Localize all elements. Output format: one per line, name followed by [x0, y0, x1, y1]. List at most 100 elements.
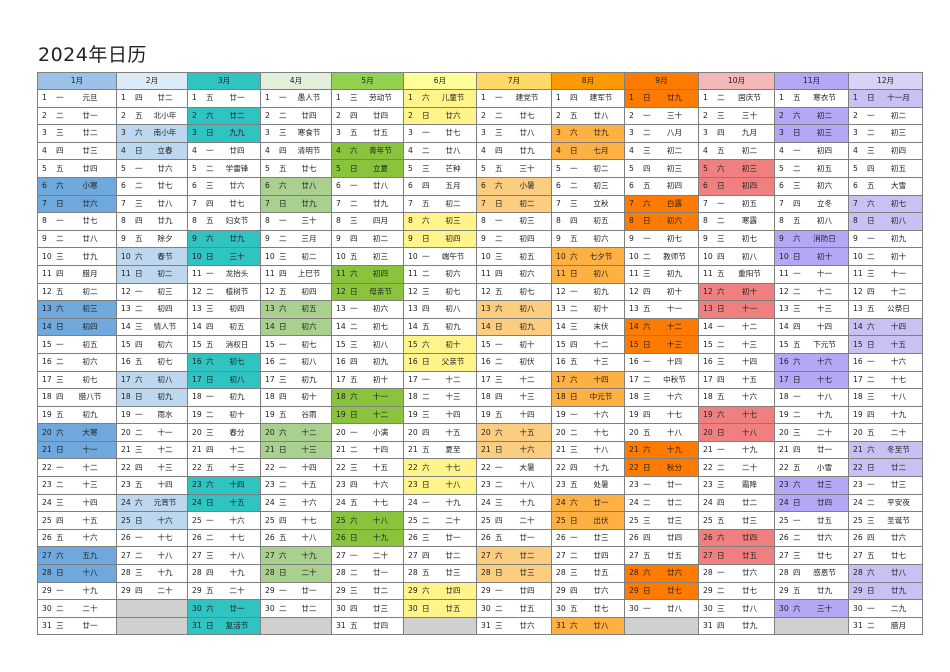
day-cell[interactable]: 14 五初九: [403, 317, 477, 337]
day-cell[interactable]: 3 日初三: [774, 124, 849, 143]
day-cell[interactable]: 3 二八月: [624, 124, 699, 143]
day-cell[interactable]: 17 四十五: [698, 370, 775, 390]
day-cell[interactable]: 16 二初八: [260, 352, 332, 372]
day-cell[interactable]: 21 一十九: [698, 440, 775, 460]
day-cell[interactable]: 4 二廿八: [403, 141, 477, 161]
day-cell[interactable]: 11 四初六: [476, 264, 552, 284]
day-cell[interactable]: 14 日初九: [476, 317, 552, 337]
day-cell[interactable]: 4 四清明节: [260, 141, 332, 161]
day-cell[interactable]: 17 三初七: [37, 370, 117, 390]
day-cell[interactable]: 4 日立春: [116, 141, 188, 161]
day-cell[interactable]: 24 一十九: [403, 493, 477, 513]
day-cell[interactable]: 14 日初四: [37, 317, 117, 337]
day-cell[interactable]: 28 一廿六: [698, 564, 775, 583]
day-cell[interactable]: 11 一龙抬头: [187, 264, 261, 284]
day-cell[interactable]: 6 一廿八: [331, 176, 404, 196]
day-cell[interactable]: 22 四十九: [551, 458, 625, 478]
day-cell[interactable]: 14 三末伏: [551, 317, 625, 337]
day-cell[interactable]: 7 四廿七: [187, 194, 261, 214]
day-cell[interactable]: 6 五大雪: [848, 176, 923, 196]
day-cell[interactable]: 9 一初九: [848, 229, 923, 249]
day-cell[interactable]: 2 三三十: [698, 106, 775, 126]
day-cell[interactable]: 29 六廿四: [403, 581, 477, 601]
day-cell[interactable]: 16 日父亲节: [403, 352, 477, 372]
day-cell[interactable]: 23 日十八: [403, 476, 477, 495]
day-cell[interactable]: 19 三十四: [403, 405, 477, 425]
day-cell[interactable]: 19 五初九: [37, 405, 117, 425]
day-cell[interactable]: 2 二廿一: [37, 106, 117, 126]
day-cell[interactable]: 14 六十二: [624, 317, 699, 337]
day-cell[interactable]: 11 四上巳节: [260, 264, 332, 284]
day-cell[interactable]: 16 一十四: [624, 352, 699, 372]
day-cell[interactable]: 8 二寒露: [698, 212, 775, 231]
day-cell[interactable]: 11 五重阳节: [698, 264, 775, 284]
day-cell[interactable]: 22 五小雪: [774, 458, 849, 478]
day-cell[interactable]: 21 五夏至: [403, 440, 477, 460]
day-cell[interactable]: 29 四廿六: [551, 581, 625, 601]
day-cell[interactable]: 27 三十八: [187, 546, 261, 566]
day-cell[interactable]: 30 六三十: [774, 599, 849, 618]
day-cell[interactable]: 12 日母亲节: [331, 282, 404, 302]
day-cell[interactable]: 27 三廿七: [774, 546, 849, 566]
day-cell[interactable]: 30 二二十: [37, 599, 117, 618]
day-cell[interactable]: 28 日二十: [260, 564, 332, 583]
day-cell[interactable]: 19 一雨水: [116, 405, 188, 425]
day-cell[interactable]: 27 六十九: [260, 546, 332, 566]
day-cell[interactable]: 6 四五月: [403, 176, 477, 196]
day-cell[interactable]: 6 日初四: [698, 176, 775, 196]
day-cell[interactable]: 27 二十八: [116, 546, 188, 566]
day-cell[interactable]: 4 一初四: [774, 141, 849, 161]
day-cell[interactable]: 13 六初五: [260, 300, 332, 319]
day-cell[interactable]: 25 一十六: [187, 511, 261, 530]
day-cell[interactable]: 6 二初三: [551, 176, 625, 196]
day-cell[interactable]: 1 五廿一: [187, 89, 261, 108]
day-cell[interactable]: 29 一廿四: [476, 581, 552, 601]
day-cell[interactable]: 9 六消防日: [774, 229, 849, 249]
day-cell[interactable]: 22 日廿二: [848, 458, 923, 478]
day-cell[interactable]: 3 三寒食节: [260, 124, 332, 143]
day-cell[interactable]: 23 一廿三: [848, 476, 923, 495]
day-cell[interactable]: 28 四感恩节: [774, 564, 849, 583]
day-cell[interactable]: 1 一建党节: [476, 89, 552, 108]
day-cell[interactable]: 27 五廿五: [624, 546, 699, 566]
day-cell[interactable]: 8 一三十: [260, 212, 332, 231]
day-cell[interactable]: 31 二腊月: [848, 616, 923, 636]
day-cell[interactable]: 17 五初十: [331, 370, 404, 390]
day-cell[interactable]: 10 日初十: [774, 247, 849, 266]
day-cell[interactable]: 9 六廿九: [187, 229, 261, 249]
day-cell[interactable]: 12 五初四: [260, 282, 332, 302]
day-cell[interactable]: 7 日廿九: [260, 194, 332, 214]
day-cell[interactable]: 25 日十六: [116, 511, 188, 530]
day-cell[interactable]: 2 五廿八: [551, 106, 625, 126]
day-cell[interactable]: 17 日初八: [187, 370, 261, 390]
day-cell[interactable]: 24 三十六: [260, 493, 332, 513]
day-cell[interactable]: 22 四十三: [116, 458, 188, 478]
day-cell[interactable]: 20 六大寒: [37, 423, 117, 442]
day-cell[interactable]: 13 五十一: [624, 300, 699, 319]
day-cell[interactable]: 12 三初七: [403, 282, 477, 302]
day-cell[interactable]: 12 四初十: [624, 282, 699, 302]
day-cell[interactable]: 13 四初八: [403, 300, 477, 319]
day-cell[interactable]: 25 四二十: [476, 511, 552, 530]
day-cell[interactable]: 25 三圣诞节: [848, 511, 923, 530]
day-cell[interactable]: 29 二廿七: [698, 581, 775, 601]
day-cell[interactable]: 30 六廿一: [187, 599, 261, 618]
day-cell[interactable]: 17 三十二: [476, 370, 552, 390]
day-cell[interactable]: 23 六廿三: [774, 476, 849, 495]
day-cell[interactable]: 15 日十五: [848, 335, 923, 354]
day-cell[interactable]: 3 四九月: [698, 124, 775, 143]
day-cell[interactable]: 25 五廿三: [698, 511, 775, 530]
day-cell[interactable]: 25 日出伏: [551, 511, 625, 530]
day-cell[interactable]: 8 四初五: [551, 212, 625, 231]
day-cell[interactable]: 5 五廿七: [260, 159, 332, 178]
day-cell[interactable]: 14 四十四: [774, 317, 849, 337]
day-cell[interactable]: 14 一十二: [698, 317, 775, 337]
day-cell[interactable]: 17 二中秋节: [624, 370, 699, 390]
day-cell[interactable]: 31 三廿一: [37, 616, 117, 636]
day-cell[interactable]: 17 日十七: [774, 370, 849, 390]
day-cell[interactable]: 3 三廿二: [37, 124, 117, 143]
day-cell[interactable]: 28 四十九: [187, 564, 261, 583]
day-cell[interactable]: 10 二教师节: [624, 247, 699, 266]
day-cell[interactable]: 30 二廿二: [260, 599, 332, 618]
day-cell[interactable]: 4 一廿四: [187, 141, 261, 161]
